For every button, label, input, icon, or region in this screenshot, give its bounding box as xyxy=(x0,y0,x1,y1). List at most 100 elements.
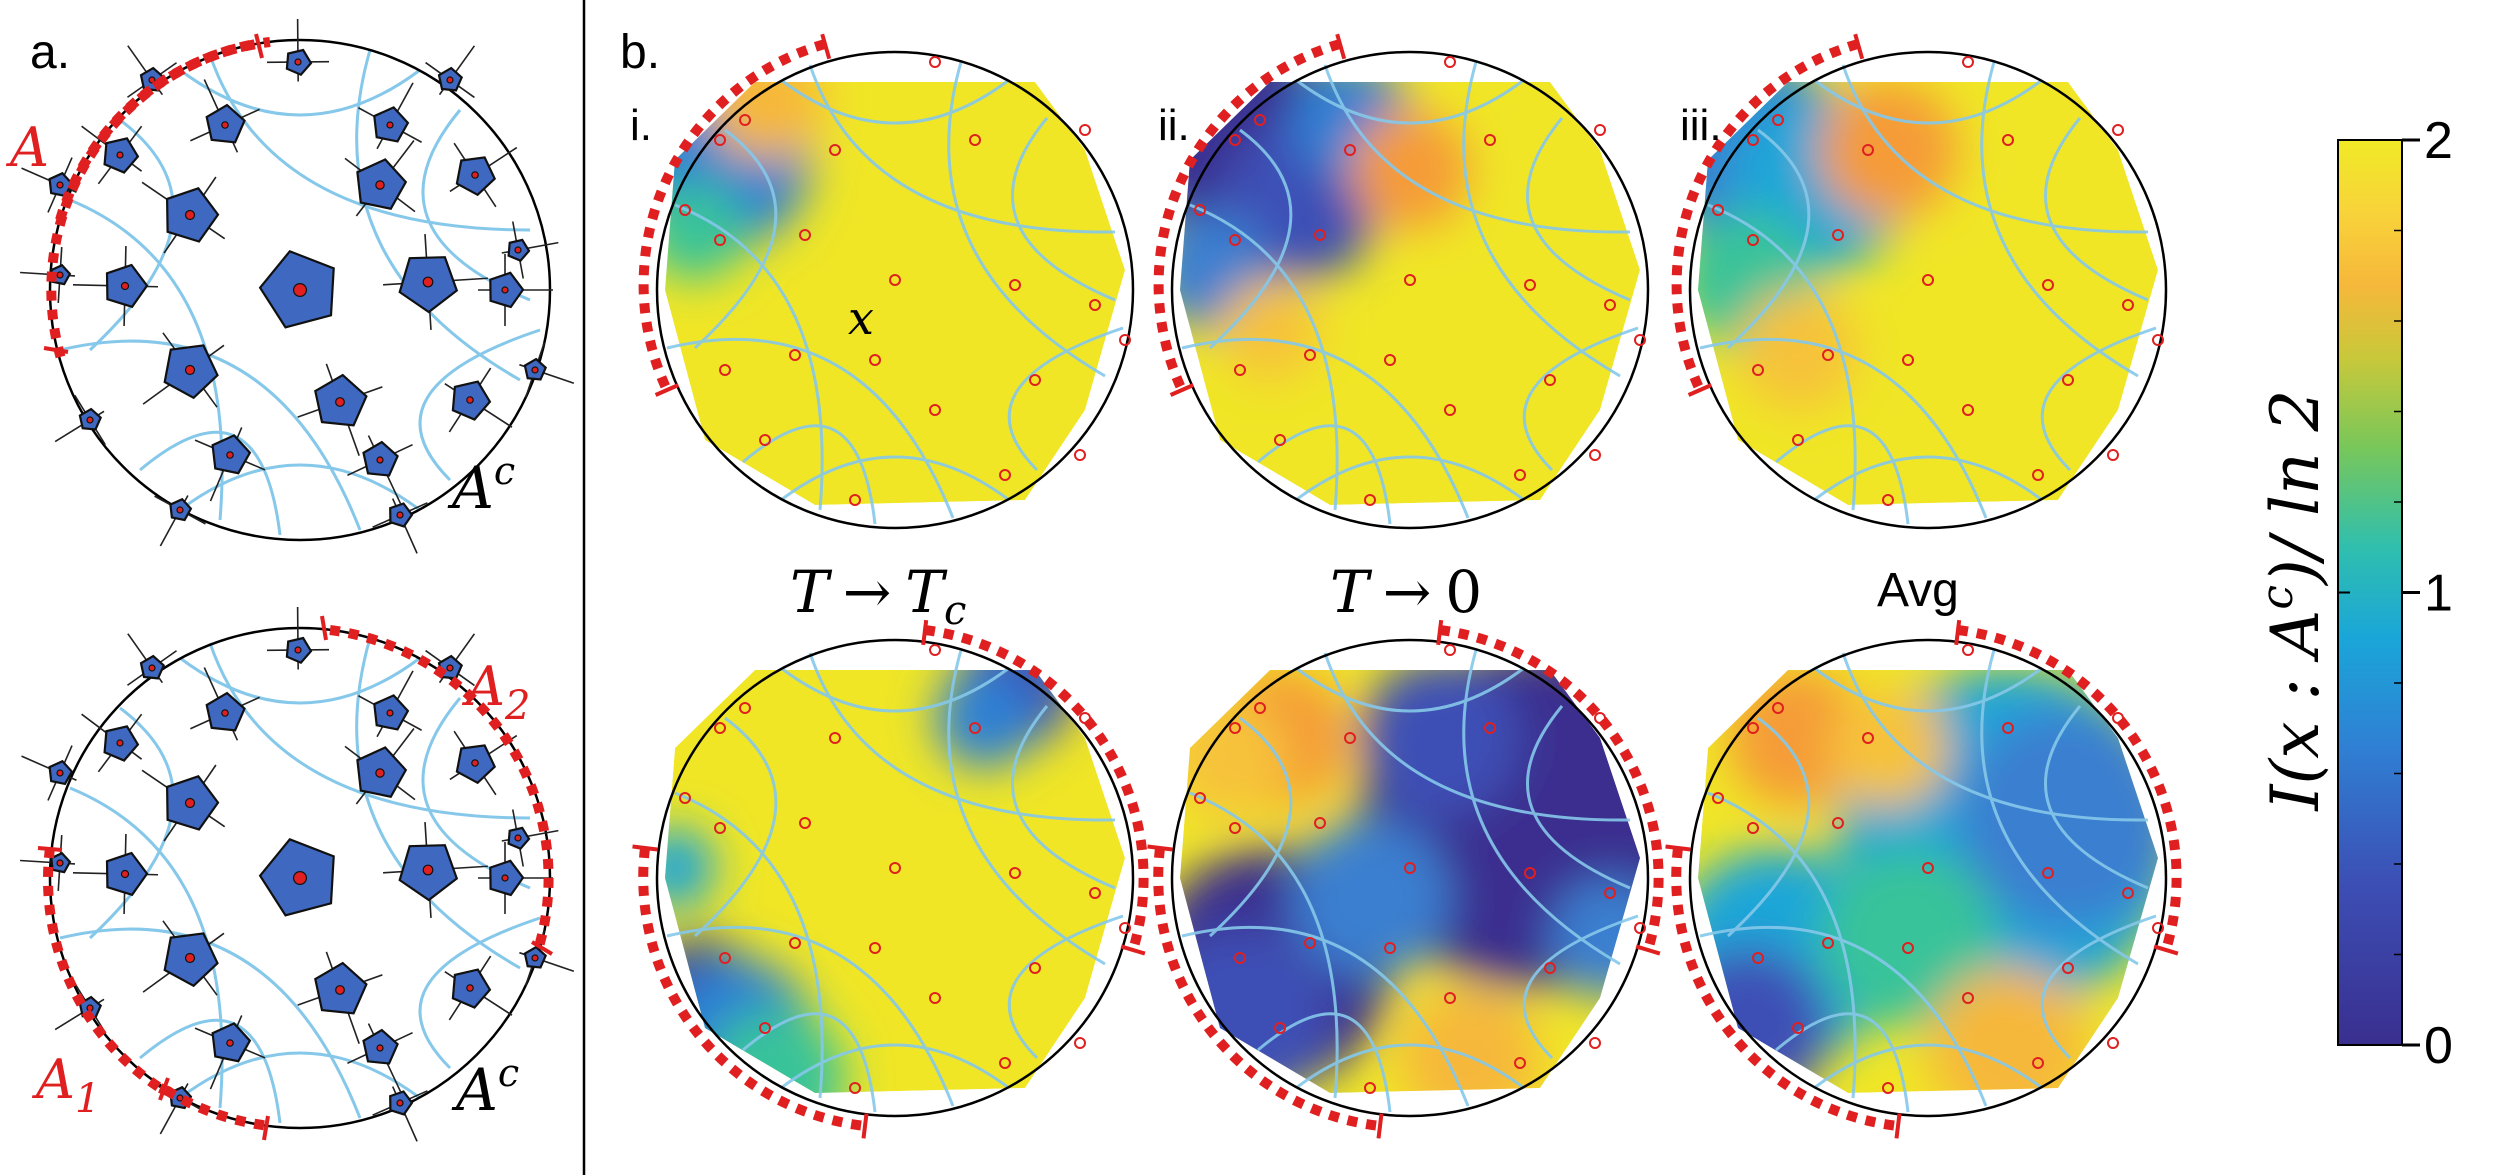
sample-point xyxy=(1344,144,1356,156)
region-tick xyxy=(1665,844,1691,852)
sample-point xyxy=(759,434,771,446)
node-center xyxy=(86,416,94,424)
sample-point xyxy=(1304,937,1316,949)
sample-point xyxy=(1304,349,1316,361)
node-center xyxy=(396,511,404,519)
sample-point xyxy=(1772,114,1784,126)
boundary-region-arc xyxy=(638,39,827,393)
geodesic-grid xyxy=(666,61,1124,525)
sample-point xyxy=(1862,144,1874,156)
sample-point xyxy=(1444,644,1456,656)
node-center xyxy=(446,664,454,672)
sample-point xyxy=(2062,374,2074,386)
boundary-circle xyxy=(1170,638,1650,1118)
sample-point xyxy=(2002,134,2014,146)
region-tick xyxy=(1376,1113,1384,1139)
node-center xyxy=(466,396,474,404)
node-center xyxy=(531,366,539,374)
sample-point xyxy=(1752,364,1764,376)
sample-point xyxy=(1747,234,1759,246)
boundary-region-arc xyxy=(1153,847,1381,1131)
sample-point xyxy=(1229,722,1241,734)
node-center xyxy=(375,180,385,190)
sample-point xyxy=(2042,867,2054,879)
sample-point xyxy=(2152,334,2164,346)
sample-point xyxy=(1029,962,1041,974)
sample-point xyxy=(1862,732,1874,744)
node-center xyxy=(226,451,234,459)
node-center xyxy=(466,984,474,992)
region-a1-arc xyxy=(43,847,163,1093)
node-center xyxy=(501,286,509,294)
geodesic-grid xyxy=(1699,649,2157,1113)
node-center xyxy=(56,859,64,867)
node-center xyxy=(501,874,509,882)
node-center xyxy=(376,1044,384,1052)
sublabel-ii: ii. xyxy=(1158,101,1190,150)
region-tick xyxy=(1169,383,1195,397)
colorbar-tick-label: 0 xyxy=(2424,1017,2453,1075)
region-tick xyxy=(1147,844,1173,852)
sample-point xyxy=(799,817,811,829)
panel-b-label: b. xyxy=(620,26,660,79)
sample-point xyxy=(1772,702,1784,714)
boundary-region-arc xyxy=(924,625,1149,952)
sample-point xyxy=(1822,349,1834,361)
region-a-arc-main xyxy=(46,40,252,364)
sample-point xyxy=(1229,822,1241,834)
sample-point xyxy=(869,942,881,954)
sample-point xyxy=(2107,449,2119,461)
sample-point xyxy=(1922,862,1934,874)
node-center xyxy=(375,768,385,778)
node-center xyxy=(56,271,64,279)
sample-point xyxy=(1544,962,1556,974)
node-center xyxy=(120,869,130,879)
node-center xyxy=(294,58,302,66)
heatmap-disk xyxy=(632,619,1149,1139)
network-nodes xyxy=(20,606,575,1142)
node-center xyxy=(184,797,196,809)
sample-point xyxy=(929,56,941,68)
sample-point xyxy=(679,204,691,216)
sample-point xyxy=(1274,434,1286,446)
sample-point xyxy=(1079,124,1091,136)
sample-point xyxy=(1074,1037,1086,1049)
sample-point xyxy=(2152,922,2164,934)
region-a-tick xyxy=(254,33,264,59)
node-center xyxy=(120,281,130,291)
panel-a-top-disk xyxy=(20,18,575,554)
region-a1-label: A1 xyxy=(31,1048,100,1122)
network-nodes xyxy=(20,18,575,554)
region-tick xyxy=(37,846,63,852)
node-center xyxy=(294,646,302,654)
caption-t-to-0: T → 0 xyxy=(1330,558,1482,626)
node-center xyxy=(184,364,196,376)
sample-point xyxy=(1074,449,1086,461)
sample-point xyxy=(1234,364,1246,376)
node-center xyxy=(471,171,479,179)
sample-point xyxy=(789,349,801,361)
sample-point xyxy=(1589,449,1601,461)
region-tick xyxy=(530,940,554,956)
sample-point xyxy=(969,722,981,734)
node-center xyxy=(396,1099,404,1107)
complement-label: Ac xyxy=(451,1051,519,1124)
region-tick xyxy=(861,1113,869,1139)
sample-point xyxy=(1752,952,1764,964)
node-center xyxy=(116,151,124,159)
region-tick xyxy=(2153,944,2179,956)
geodesic-grid xyxy=(1181,649,1639,1113)
sample-point xyxy=(1882,494,1894,506)
sample-point xyxy=(2002,722,2014,734)
colorbar-tick-label: 2 xyxy=(2424,112,2453,170)
sample-point xyxy=(929,644,941,656)
sample-point xyxy=(1544,374,1556,386)
sample-point xyxy=(1712,792,1724,804)
sample-point xyxy=(1484,722,1496,734)
x-label: x xyxy=(848,291,874,345)
sample-point xyxy=(1634,922,1646,934)
caption-t-to-tc: T → Tc xyxy=(790,558,966,634)
boundary-circle xyxy=(1688,638,2168,1118)
caption-avg: Avg xyxy=(1877,564,1959,617)
panel-b-disks xyxy=(632,33,2182,1139)
